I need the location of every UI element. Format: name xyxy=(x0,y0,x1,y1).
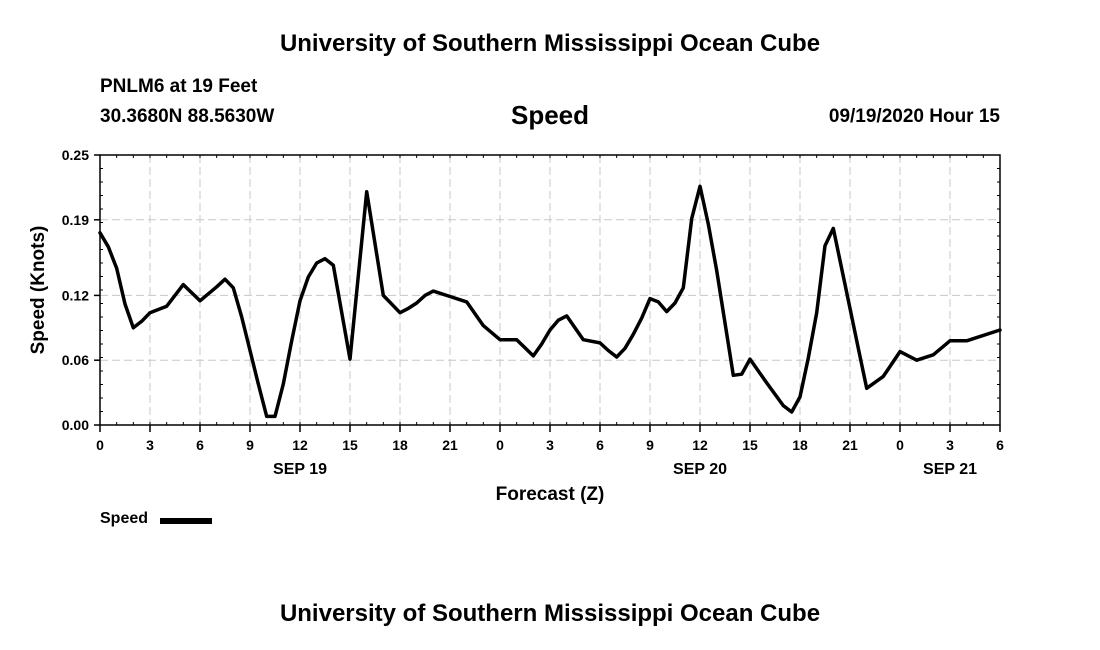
x-tick-label: 6 xyxy=(596,437,604,453)
x-tick-label: 0 xyxy=(896,437,904,453)
x-tick-label: 9 xyxy=(246,437,254,453)
x-tick-label: 12 xyxy=(292,437,308,453)
x-tick-label: 3 xyxy=(546,437,554,453)
y-tick-label: 0.06 xyxy=(62,352,89,368)
date-label: SEP 21 xyxy=(923,461,977,478)
y-tick-label: 0.19 xyxy=(62,212,89,228)
date-axis: SEP 19 SEP 20 SEP 21 xyxy=(273,461,977,478)
y-axis: 0.00 0.06 0.12 0.19 0.25 xyxy=(62,147,100,433)
x-tick-label: 3 xyxy=(146,437,154,453)
station-coordinates: 30.3680N 88.5630W xyxy=(100,106,275,127)
x-axis: 0 3 6 9 12 15 18 21 0 3 6 9 12 15 18 21 0 3 6 xyxy=(96,425,1004,453)
x-tick-label: 15 xyxy=(342,437,358,453)
series-line-speed xyxy=(98,184,1002,419)
chart-title: Speed xyxy=(510,100,590,130)
x-tick-label: 12 xyxy=(692,437,708,453)
x-tick-label: 18 xyxy=(392,437,408,453)
y-tick-label: 0.12 xyxy=(62,287,89,303)
date-label: SEP 19 xyxy=(273,461,327,478)
x-tick-label: 21 xyxy=(442,437,458,453)
chart-org-title: University of Southern Mississippi Ocean… xyxy=(279,30,821,57)
series-group xyxy=(98,184,1002,419)
x-tick-label: 15 xyxy=(742,437,758,453)
x-tick-label: 3 xyxy=(946,437,954,453)
station-label: PNLM6 at 19 Feet xyxy=(100,76,258,97)
x-axis-title: Forecast (Z) xyxy=(496,484,605,505)
x-tick-label: 21 xyxy=(842,437,858,453)
x-tick-label: 6 xyxy=(996,437,1004,453)
date-label: SEP 20 xyxy=(673,461,727,478)
y-axis-title: Speed (Knots) xyxy=(28,226,49,355)
chart-grid xyxy=(100,155,1000,425)
x-tick-label: 18 xyxy=(792,437,808,453)
y-tick-label: 0.25 xyxy=(62,147,89,163)
legend-swatch xyxy=(160,518,212,524)
x-tick-label: 0 xyxy=(96,437,104,453)
x-tick-label: 9 xyxy=(646,437,654,453)
legend-label: Speed xyxy=(100,510,149,527)
x-tick-label: 6 xyxy=(196,437,204,453)
forecast-issue-time: 09/19/2020 Hour 15 xyxy=(828,106,1000,127)
x-tick-label: 0 xyxy=(496,437,504,453)
footer-org-title: University of Southern Mississippi Ocean… xyxy=(279,600,821,627)
y-tick-label: 0.00 xyxy=(62,417,89,433)
